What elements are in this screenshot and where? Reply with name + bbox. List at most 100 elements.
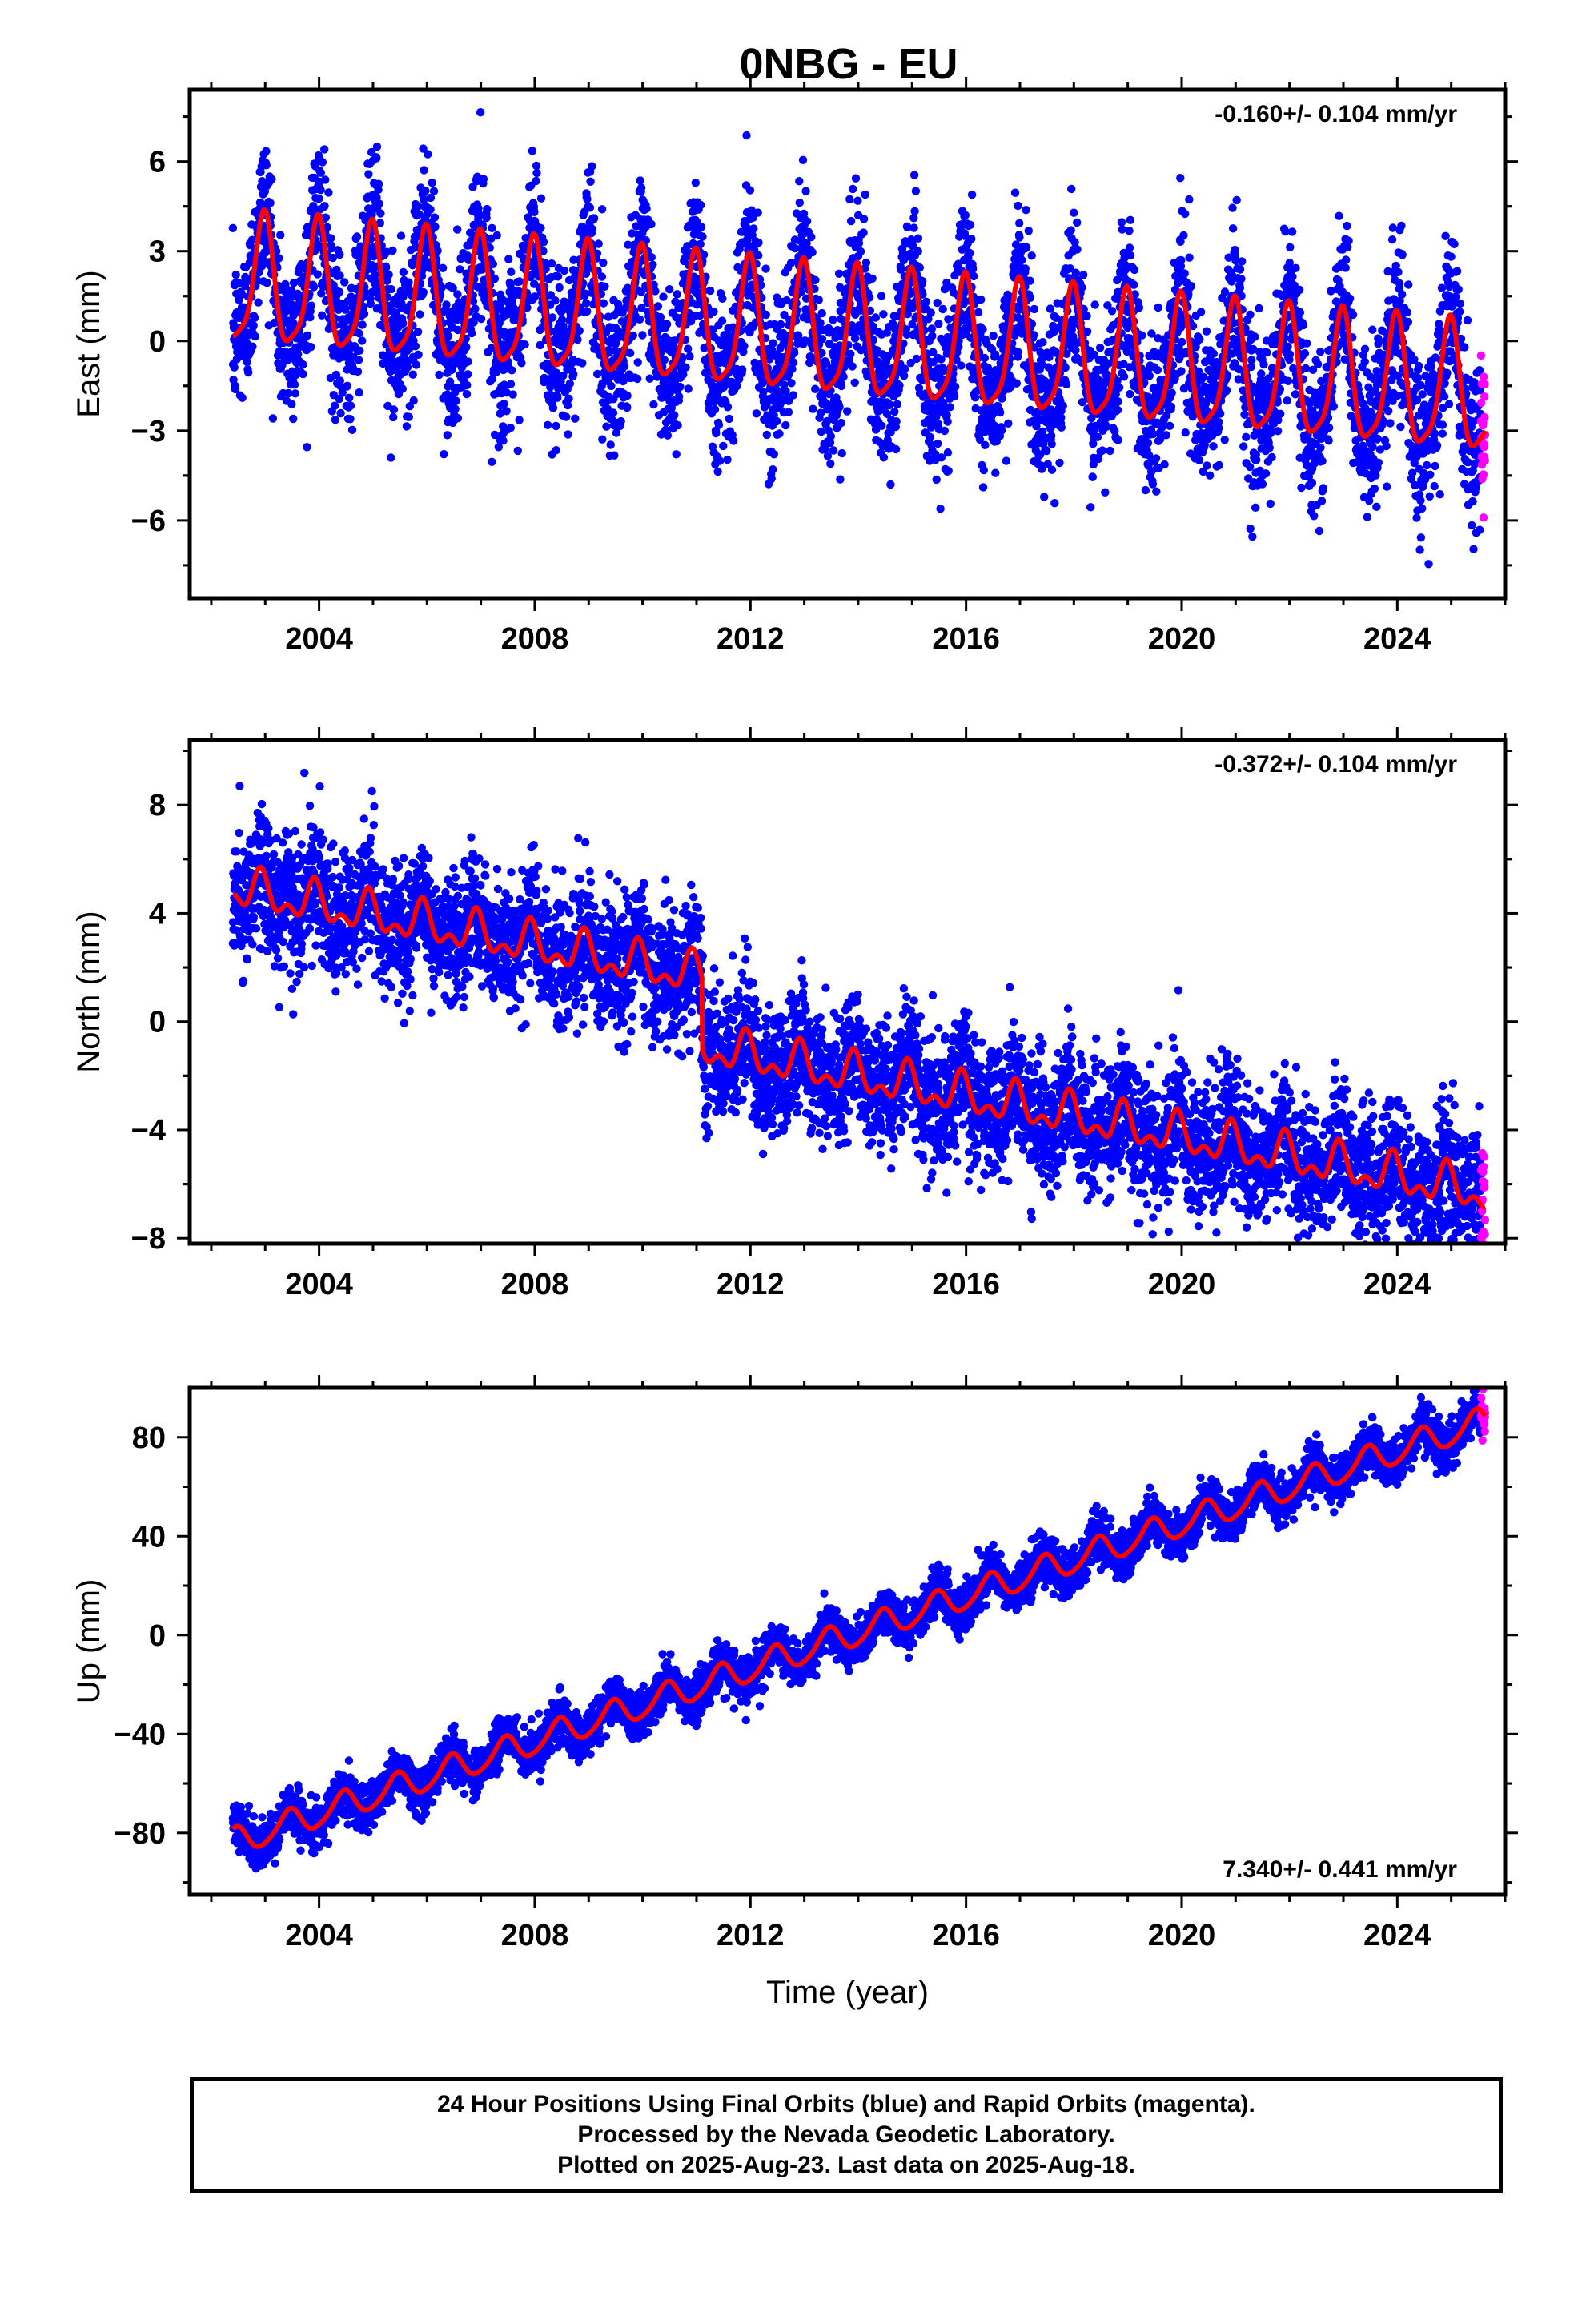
data-point (926, 308, 935, 317)
data-point (316, 168, 325, 177)
data-point (420, 166, 428, 175)
data-point (553, 272, 563, 281)
data-point (1018, 255, 1026, 264)
data-point (506, 380, 516, 388)
data-point (437, 283, 446, 292)
data-point (892, 417, 901, 426)
data-point (1130, 280, 1138, 289)
data-point (464, 370, 472, 379)
data-point (532, 168, 541, 178)
data-point (1209, 349, 1219, 358)
data-point (281, 307, 291, 316)
data-point (685, 352, 694, 361)
data-point (968, 264, 978, 273)
data-point (263, 279, 271, 287)
data-point (404, 278, 413, 287)
data-point (321, 175, 330, 184)
data-point (1113, 405, 1122, 415)
data-point (575, 326, 584, 336)
data-point (891, 444, 901, 454)
data-point (817, 427, 826, 436)
data-point (1222, 386, 1231, 395)
data-point (725, 414, 733, 424)
data-point (1082, 312, 1091, 320)
data-point (536, 223, 545, 232)
data-point (358, 336, 367, 345)
data-point (681, 363, 690, 372)
data-point (912, 354, 921, 364)
data-point (776, 320, 785, 329)
data-point (552, 446, 560, 455)
data-point (967, 235, 976, 243)
data-point (289, 279, 299, 287)
data-point (321, 213, 330, 222)
data-point (1196, 308, 1206, 316)
data-point (270, 318, 279, 328)
data-point (775, 429, 784, 438)
data-point (850, 378, 859, 387)
data-point (934, 320, 943, 328)
data-point (238, 352, 247, 360)
data-point (1046, 304, 1055, 313)
data-point (508, 366, 516, 375)
data-point (490, 274, 500, 283)
data-point (320, 145, 329, 154)
data-point (1228, 224, 1238, 233)
data-point (254, 298, 263, 307)
data-point (1246, 462, 1255, 472)
data-point (801, 187, 810, 195)
data-point (784, 408, 793, 416)
data-point (1138, 331, 1146, 340)
data-point (1107, 307, 1117, 316)
data-point (636, 176, 644, 185)
data-point (290, 380, 299, 389)
data-point (588, 162, 596, 171)
data-point (1038, 338, 1047, 347)
data-point (267, 175, 276, 183)
data-point (231, 384, 240, 394)
data-point (798, 155, 808, 164)
data-point (396, 231, 406, 240)
data-point (237, 290, 246, 300)
data-point (705, 286, 715, 296)
data-point (387, 453, 396, 462)
data-point (868, 274, 877, 283)
east-plot-area (228, 108, 1490, 569)
data-point (453, 414, 463, 423)
data-point (1199, 372, 1208, 381)
data-point (320, 202, 329, 211)
data-point (306, 313, 315, 322)
data-point (375, 199, 383, 208)
data-point (938, 304, 947, 314)
data-point (431, 223, 440, 231)
data-point (829, 446, 838, 455)
data-point (597, 272, 606, 281)
data-point (324, 188, 333, 197)
data-point (443, 431, 452, 440)
data-point (626, 348, 635, 357)
data-point (767, 474, 776, 483)
data-point (564, 394, 573, 403)
data-point (660, 356, 669, 364)
data-point (761, 310, 770, 320)
data-point (414, 350, 423, 359)
data-point (338, 388, 347, 397)
data-point (846, 216, 856, 226)
data-point (647, 219, 656, 229)
data-point (1220, 436, 1229, 444)
data-point (691, 179, 700, 187)
data-point (346, 401, 355, 410)
data-point (845, 195, 854, 203)
data-point (376, 209, 385, 218)
data-point (435, 370, 444, 380)
data-point (809, 404, 817, 413)
data-point (927, 324, 937, 333)
data-point (749, 224, 758, 233)
data-point (1004, 419, 1013, 428)
data-point (1257, 369, 1266, 378)
data-point (1066, 226, 1075, 235)
data-point (355, 346, 364, 355)
data-point (231, 270, 240, 279)
data-point (978, 483, 988, 492)
data-point (1040, 493, 1049, 501)
